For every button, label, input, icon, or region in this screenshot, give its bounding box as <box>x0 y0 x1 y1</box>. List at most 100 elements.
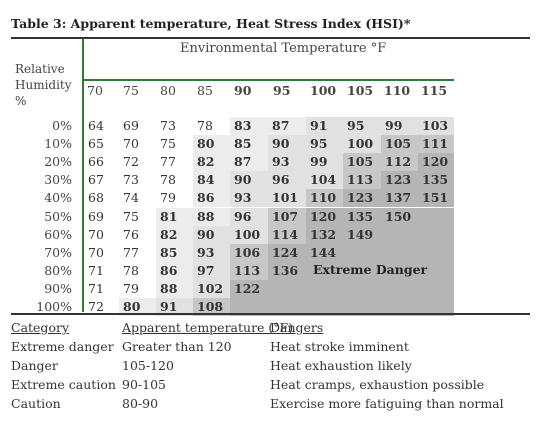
table-cell: 96 <box>268 171 306 190</box>
rh-row-label: 70% <box>44 244 72 260</box>
temp-header: 95 <box>273 83 291 98</box>
table-cell: 132 <box>306 225 343 244</box>
legend-category: Extreme caution <box>11 377 116 392</box>
legend-header-dangers: Dangers <box>270 320 324 335</box>
table-cell: 97 <box>193 261 230 280</box>
rh-row-label: 40% <box>44 190 72 206</box>
table-cell: 71 <box>88 280 104 296</box>
temp-header: 75 <box>123 83 139 98</box>
temp-header: 70 <box>87 83 103 98</box>
table-cell: 80 <box>119 298 156 316</box>
table-cell: 123 <box>381 171 418 190</box>
table-cell <box>343 243 381 262</box>
table-cell: 75 <box>123 208 139 224</box>
table-cell: 65 <box>88 136 104 152</box>
table-cell: 70 <box>88 244 104 260</box>
table-cell: 77 <box>123 244 139 260</box>
table-cell: 91 <box>306 117 343 135</box>
table-cell: 71 <box>88 262 104 278</box>
table-cell: 72 <box>123 154 139 170</box>
table-cell: 88 <box>193 207 230 226</box>
table-cell <box>381 279 418 298</box>
top-rule <box>11 37 530 39</box>
legend-category: Danger <box>11 358 58 373</box>
table-cell: 83 <box>230 117 268 135</box>
table-cell: 67 <box>88 172 104 188</box>
table-cell <box>268 298 306 316</box>
table-cell <box>230 298 268 316</box>
table-cell: 123 <box>343 189 381 208</box>
table-cell: 113 <box>230 261 268 280</box>
rh-row-label: 10% <box>44 136 72 152</box>
table-cell: 101 <box>268 189 306 208</box>
table-cell <box>418 225 454 244</box>
table-cell: 64 <box>88 118 104 133</box>
rh-row-label: 90% <box>44 280 72 296</box>
table-cell: 96 <box>230 207 268 226</box>
table-cell: 93 <box>230 189 268 208</box>
table-title: Table 3: Apparent temperature, Heat Stre… <box>11 16 411 31</box>
environmental-temperature-label: Environmental Temperature °F <box>180 41 387 56</box>
table-cell: 100 <box>343 135 381 154</box>
table-cell: 80 <box>193 135 230 154</box>
table-cell: 95 <box>343 117 381 135</box>
table-cell <box>418 298 454 316</box>
table-cell: 120 <box>418 153 454 172</box>
table-cell: 114 <box>268 225 306 244</box>
legend-range: 80-90 <box>122 396 159 411</box>
table-cell: 99 <box>306 153 343 172</box>
bottom-rule <box>11 313 530 315</box>
table-cell <box>381 298 418 316</box>
table-cell: 149 <box>343 225 381 244</box>
table-cell: 69 <box>123 118 139 133</box>
table-cell: 90 <box>230 171 268 190</box>
table-cell: 79 <box>160 190 176 206</box>
table-cell: 77 <box>160 154 176 170</box>
table-cell: 66 <box>88 154 104 170</box>
table-cell <box>418 207 454 226</box>
table-cell: 72 <box>88 299 104 314</box>
legend-danger: Heat exhaustion likely <box>270 358 412 373</box>
table-cell <box>343 298 381 316</box>
rh-row-label: 0% <box>52 118 72 133</box>
table-cell <box>418 261 454 280</box>
table-cell: 78 <box>123 262 139 278</box>
table-cell <box>418 279 454 298</box>
table-cell: 78 <box>160 172 176 188</box>
table-cell <box>381 261 418 280</box>
table-cell: 73 <box>123 172 139 188</box>
legend-header-category: Category <box>11 320 70 335</box>
table-cell <box>306 261 343 280</box>
table-cell: 103 <box>418 117 454 135</box>
table-cell: 78 <box>197 118 213 133</box>
table-cell: 108 <box>193 298 230 316</box>
table-cell: 105 <box>381 135 418 154</box>
table-cell: 74 <box>123 190 139 206</box>
legend-danger: Exercise more fatiguing than normal <box>270 396 504 411</box>
table-cell: 87 <box>230 153 268 172</box>
table-cell: 99 <box>381 117 418 135</box>
rh-row-label: 30% <box>44 172 72 188</box>
table-cell: 120 <box>306 207 343 226</box>
table-cell <box>343 261 381 280</box>
table-cell: 86 <box>193 189 230 208</box>
rh-row-label: 20% <box>44 154 72 170</box>
table-cell: 82 <box>156 225 193 244</box>
table-cell: 90 <box>193 225 230 244</box>
table-cell <box>268 279 306 298</box>
table-cell: 102 <box>193 279 230 298</box>
table-cell: 93 <box>268 153 306 172</box>
green-vertical-rule <box>82 39 84 312</box>
table-cell: 70 <box>123 136 139 152</box>
table-cell: 136 <box>268 261 306 280</box>
table-cell: 85 <box>230 135 268 154</box>
table-cell <box>381 243 418 262</box>
table-cell: 85 <box>156 243 193 262</box>
table-cell <box>381 225 418 244</box>
rh-row-label: 60% <box>44 226 72 242</box>
table-cell: 84 <box>193 171 230 190</box>
table-cell: 68 <box>88 190 104 206</box>
table-cell <box>418 243 454 262</box>
table-cell: 135 <box>418 171 454 190</box>
legend-range: 105-120 <box>122 358 174 373</box>
